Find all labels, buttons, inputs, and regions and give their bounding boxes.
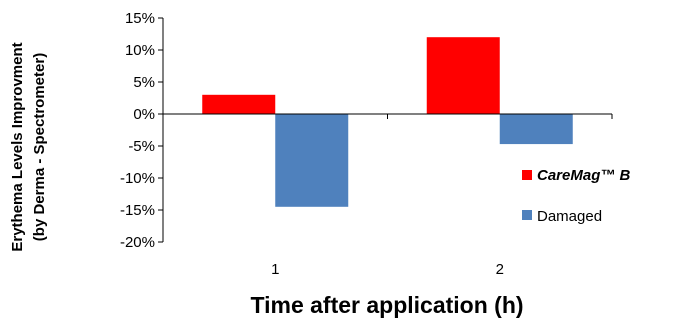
- y-tick-label: -20%: [120, 234, 155, 251]
- bars: [202, 37, 573, 207]
- bar-caremag-1: [202, 94, 276, 114]
- y-tick-label: -15%: [120, 202, 155, 219]
- y-tick-label: 10%: [125, 42, 155, 59]
- y-tick-label: 0%: [133, 106, 155, 123]
- y-tick-label: -10%: [120, 170, 155, 187]
- bar-caremag-2: [426, 37, 500, 115]
- x-axis-title: Time after application (h): [250, 292, 523, 318]
- legend: CareMag™ B Damaged: [522, 167, 631, 225]
- y-axis-title-line-1: Erythema Levels Improvment: [9, 42, 26, 251]
- y-axis-title: Erythema Levels Improvment (by Derma - S…: [9, 42, 48, 251]
- x-tick-label: 2: [496, 261, 504, 278]
- y-tick-label: 15%: [125, 10, 155, 27]
- y-axis-title-line-2: (by Derma - Spectrometer): [31, 53, 48, 241]
- legend-swatch-damaged: [522, 210, 532, 220]
- bar-damaged-1: [275, 114, 349, 207]
- legend-swatch-caremag: [522, 170, 532, 180]
- bar-damaged-2: [499, 114, 573, 145]
- y-axis-ticks: 15% 10% 5% 0% -5% -10% -15% -20%: [120, 10, 163, 251]
- legend-label-caremag: CareMag™ B: [537, 167, 631, 184]
- y-tick-label: -5%: [128, 138, 155, 155]
- y-tick-label: 5%: [133, 74, 155, 91]
- x-tick-label: 1: [271, 261, 279, 278]
- legend-label-damaged: Damaged: [537, 208, 602, 225]
